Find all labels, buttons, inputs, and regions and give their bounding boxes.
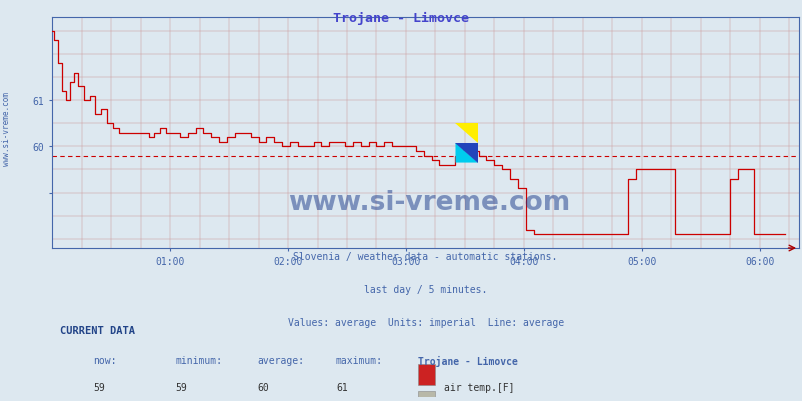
Text: average:: average: (257, 355, 304, 365)
Text: last day / 5 minutes.: last day / 5 minutes. (363, 284, 487, 294)
Text: air temp.[F]: air temp.[F] (443, 382, 513, 392)
Text: Values: average  Units: imperial  Line: average: Values: average Units: imperial Line: av… (287, 317, 563, 327)
Text: 61: 61 (335, 382, 347, 392)
Bar (418, 364, 434, 385)
Text: CURRENT DATA: CURRENT DATA (59, 326, 135, 336)
Text: Trojane - Limovce: Trojane - Limovce (418, 355, 517, 367)
Text: 60: 60 (257, 382, 269, 392)
Text: maximum:: maximum: (335, 355, 383, 365)
Polygon shape (455, 124, 477, 144)
Text: www.si-vreme.com: www.si-vreme.com (2, 91, 11, 165)
Text: 59: 59 (175, 382, 187, 392)
Text: www.si-vreme.com: www.si-vreme.com (288, 189, 570, 215)
Text: Trojane - Limovce: Trojane - Limovce (333, 12, 469, 25)
Polygon shape (455, 144, 477, 163)
Polygon shape (455, 144, 477, 163)
Text: minimum:: minimum: (175, 355, 222, 365)
Text: now:: now: (93, 355, 116, 365)
Text: 59: 59 (93, 382, 105, 392)
Bar (418, 391, 434, 401)
Text: Slovenia / weather data - automatic stations.: Slovenia / weather data - automatic stat… (293, 251, 557, 261)
